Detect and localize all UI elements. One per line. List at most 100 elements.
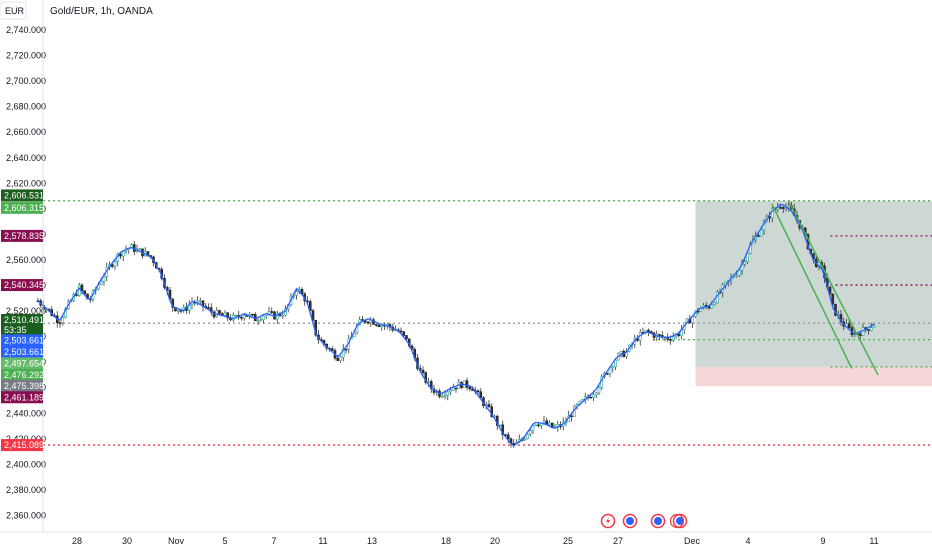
candle-body: [451, 387, 455, 391]
lightning-icon[interactable]: [600, 513, 616, 529]
flag-icon[interactable]: [650, 513, 666, 529]
price-tag: 2,578.835: [1, 229, 44, 242]
price-axis-layer: 2,740.000 2,720.000 2,700.000 2,680.000 2,66…: [6, 0, 46, 532]
x-tick-label: 4: [745, 536, 750, 546]
candle-body: [176, 310, 180, 312]
candle-body: [743, 261, 747, 265]
candle-body: [113, 261, 117, 267]
price-tag: 2,540.345: [1, 279, 44, 292]
candle-body: [501, 424, 505, 435]
candle-body: [253, 313, 257, 322]
trend-line[interactable]: [771, 203, 853, 369]
candle-body: [119, 253, 122, 257]
candle-body: [270, 311, 274, 313]
candle-body: [99, 280, 103, 285]
price-tag-label: 2,503.661: [4, 335, 44, 345]
candle-body: [251, 313, 254, 316]
candle-body: [498, 424, 502, 427]
candle-body: [61, 317, 65, 324]
candle-body: [223, 312, 227, 316]
lightning-glyph: [606, 517, 610, 525]
price-tag-label: 2,475.398: [4, 381, 44, 391]
candle-body: [75, 294, 78, 296]
candle-body: [671, 336, 675, 341]
candle-body: [339, 356, 342, 361]
price-tag: 2,415.089: [1, 439, 44, 452]
y-tick-label: 2,700.000: [6, 76, 46, 86]
y-tick-label: 2,640.000: [6, 153, 46, 163]
moving-average-line[interactable]: [37, 204, 875, 447]
candle-body: [597, 387, 601, 394]
candle-body: [619, 350, 623, 354]
candle-body: [336, 357, 340, 361]
candle-body: [611, 366, 615, 369]
candle-body: [262, 315, 265, 320]
candle-body: [295, 291, 298, 296]
price-tag-label: 2,415.089: [4, 440, 44, 450]
price-tag: 2,606.315: [1, 201, 44, 214]
candle-body: [424, 372, 428, 383]
y-tick-label: 2,420.000: [6, 434, 46, 444]
y-tick-label: 2,720.000: [6, 51, 46, 61]
price-tag-label: 2,476.292: [4, 370, 44, 380]
price-tag-label: 2,510.491: [4, 315, 44, 325]
candle-body: [102, 276, 106, 282]
candle-body: [528, 430, 532, 435]
x-tick-label: 11: [318, 536, 327, 546]
candle-body: [344, 348, 348, 351]
candle-body: [308, 301, 312, 311]
price-tag: 2,497.654: [1, 357, 44, 370]
price-tag-label: 2,497.654: [4, 358, 44, 368]
y-tick-label: 2,380.000: [6, 485, 46, 495]
candle-body: [468, 387, 472, 390]
header-bar: EUR Gold/EUR, 1h, OANDA: [0, 1, 153, 20]
flag-glyph: [654, 517, 662, 525]
candle-body: [787, 205, 791, 208]
candle-body: [869, 327, 873, 331]
flag-glyph: [676, 517, 684, 525]
price-tag-background: [1, 439, 43, 452]
candle-body: [311, 310, 315, 321]
candle-body: [281, 314, 285, 317]
price-tag-background: [1, 189, 43, 202]
x-tick-label: Dec: [684, 536, 701, 546]
price-tag-background: [1, 313, 43, 326]
candle-body: [710, 304, 714, 309]
flag-icon[interactable]: [622, 513, 638, 529]
candle-body: [512, 443, 516, 445]
candle-body: [537, 424, 540, 427]
y-tick-label: 2,680.000: [6, 102, 46, 112]
price-tag: 2,475.398: [1, 379, 44, 392]
candle-body: [207, 307, 210, 309]
price-tag-label: 2,540.345: [4, 280, 44, 290]
price-tag: 2,606.531: [1, 189, 44, 202]
candle-body: [658, 334, 661, 336]
candle-body: [377, 324, 381, 327]
candle-body: [476, 390, 480, 393]
candle-body: [594, 392, 598, 396]
candle-body: [779, 207, 782, 209]
candle-body: [531, 424, 535, 431]
flag-icon[interactable]: [669, 513, 688, 529]
price-tags-layer: 2,606.531 2,606.315 2,578.835 2,540.345 2,51…: [1, 189, 44, 452]
y-tick-label: 2,660.000: [6, 127, 46, 137]
candle-body: [570, 415, 573, 418]
candle-body: [399, 330, 403, 333]
stop-loss-zone[interactable]: [695, 366, 932, 387]
price-tag-background: [1, 334, 43, 347]
candle-body: [443, 395, 447, 397]
x-tick-label: 11: [869, 536, 878, 546]
candle-body: [374, 324, 378, 326]
candle-body: [831, 294, 835, 305]
candle-body: [454, 387, 458, 390]
candle-body: [275, 313, 279, 320]
candle-body: [523, 438, 527, 441]
x-tick-label: 13: [367, 536, 377, 546]
flag-glyph: [626, 517, 634, 525]
candle-body: [605, 372, 609, 375]
price-tag-background: [1, 229, 43, 242]
trend-line[interactable]: [788, 202, 879, 376]
candle-body: [446, 391, 450, 396]
candle-body: [449, 390, 452, 393]
